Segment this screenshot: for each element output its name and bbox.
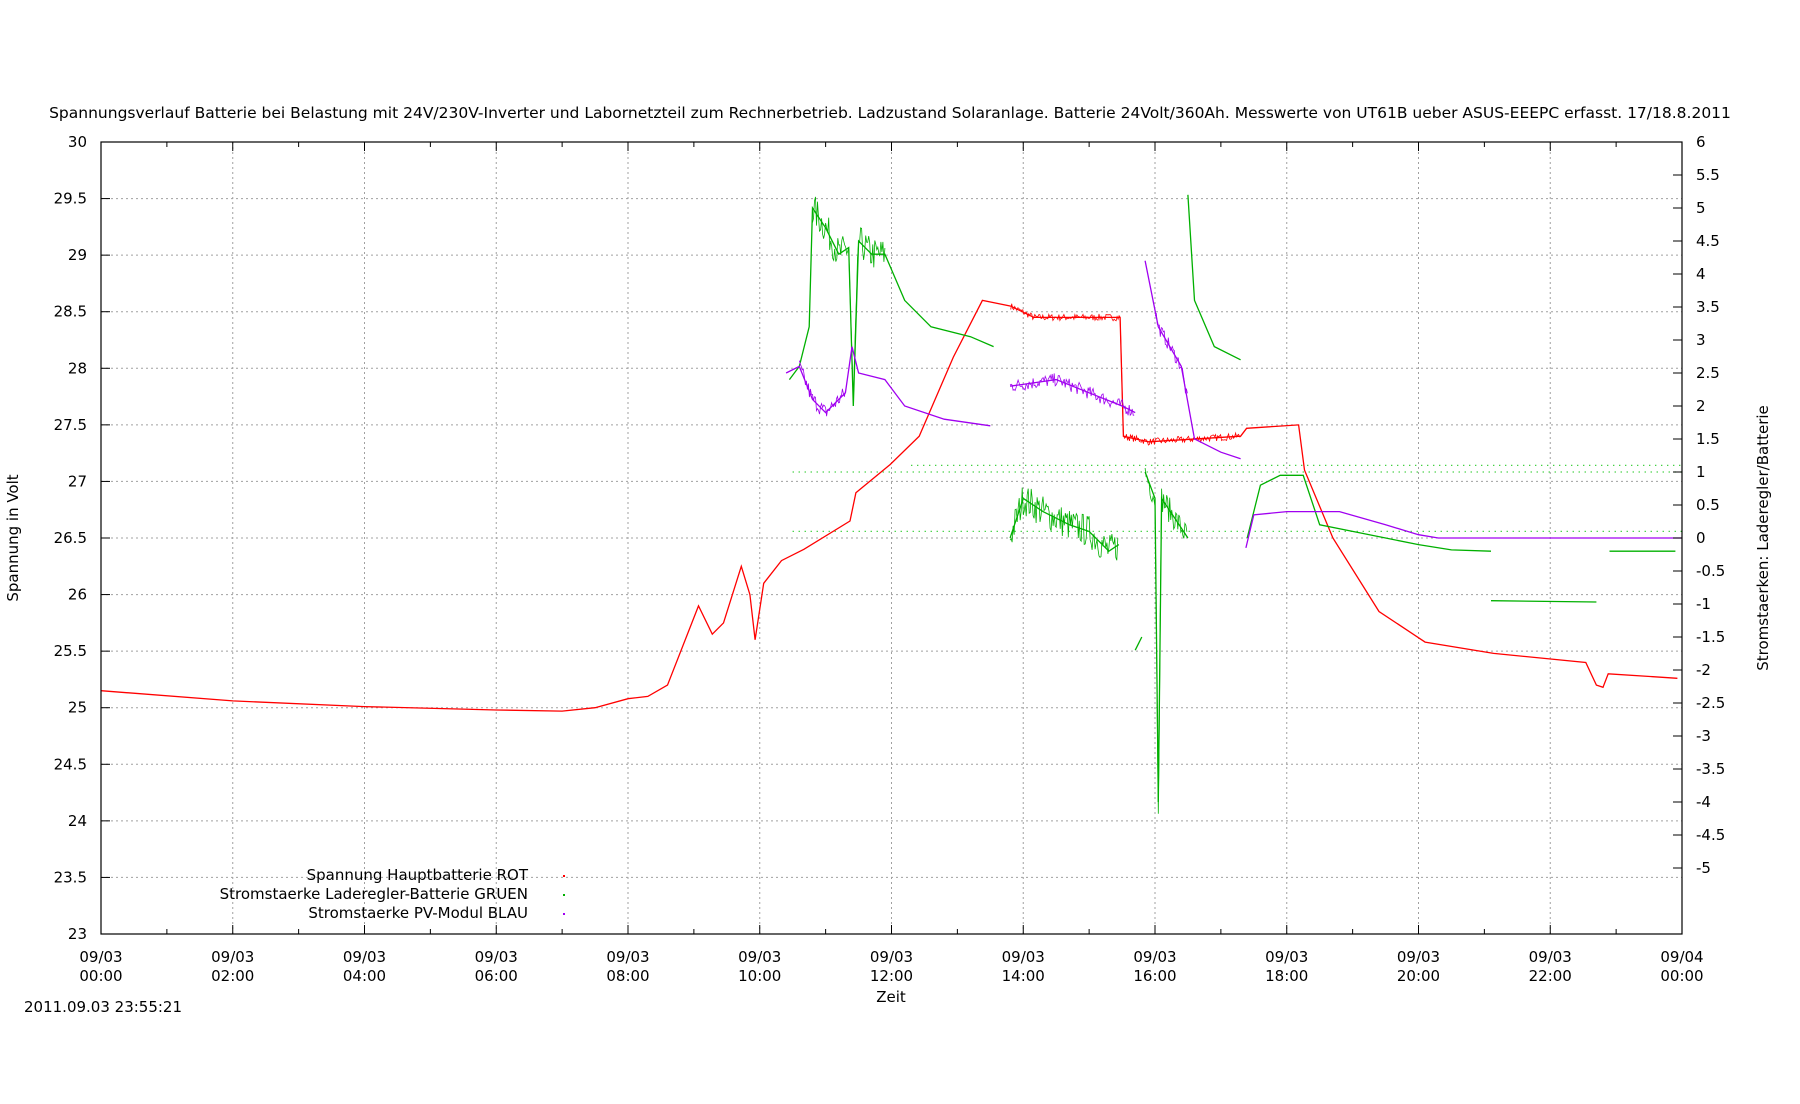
axis-ticks: 2323.52424.52525.52626.52727.52828.52929… xyxy=(54,133,1726,985)
x-axis-label: Zeit xyxy=(876,988,906,1006)
y2-tick-label: 2 xyxy=(1696,397,1706,415)
x-tick-label-date: 09/03 xyxy=(870,948,913,966)
x-tick-label-time: 10:00 xyxy=(738,967,781,985)
legend-marker-controller xyxy=(563,894,565,896)
series-noise-2 xyxy=(1144,468,1188,814)
x-tick-label-date: 09/03 xyxy=(475,948,518,966)
x-tick-label-date: 09/03 xyxy=(1529,948,1572,966)
y-tick-label: 23 xyxy=(68,925,87,943)
y-tick-label: 29 xyxy=(68,246,87,264)
series-noise-2 xyxy=(812,196,886,402)
y-axis-label: Spannung in Volt xyxy=(4,474,22,601)
y-tick-label: 25.5 xyxy=(54,642,87,660)
x-tick-label-time: 00:00 xyxy=(79,967,122,985)
x-tick-label-date: 09/03 xyxy=(1133,948,1176,966)
y-tick-label: 28 xyxy=(68,359,87,377)
legend: Spannung Hauptbatterie ROT Stromstaerke … xyxy=(220,866,565,922)
y-tick-label: 24.5 xyxy=(54,755,87,773)
series-line-3 xyxy=(1245,510,1682,549)
x-tick-label-time: 02:00 xyxy=(211,967,254,985)
y2-tick-label: -4 xyxy=(1696,793,1711,811)
y2-tick-label: 4 xyxy=(1696,265,1706,283)
y2-tick-label: 0.5 xyxy=(1696,496,1720,514)
y2-tick-label: -0.5 xyxy=(1696,562,1725,580)
x-tick-label-date: 09/03 xyxy=(606,948,649,966)
x-tick-label-date: 09/03 xyxy=(1002,948,1045,966)
y-tick-label: 27 xyxy=(68,472,87,490)
legend-label-controller: Stromstaerke Laderegler-Batterie GRUEN xyxy=(220,885,528,903)
timestamp: 2011.09.03 23:55:21 xyxy=(24,998,182,1016)
y2-tick-label: 0 xyxy=(1696,529,1706,547)
y-tick-label: 25 xyxy=(68,699,87,717)
legend-marker-pv xyxy=(563,913,565,915)
y2-tick-label: -1.5 xyxy=(1696,628,1725,646)
y2-tick-label: 3.5 xyxy=(1696,298,1720,316)
x-tick-label-date: 09/03 xyxy=(79,948,122,966)
series-line-2 xyxy=(1134,636,1143,651)
y2-tick-label: -2 xyxy=(1696,661,1711,679)
series-line-1 xyxy=(100,299,1678,712)
x-tick-label-time: 08:00 xyxy=(606,967,649,985)
y-tick-label: 24 xyxy=(68,812,87,830)
series-noise-3 xyxy=(798,360,846,417)
y-tick-label: 29.5 xyxy=(54,190,87,208)
y2-tick-label: -3 xyxy=(1696,727,1711,745)
series-line-3 xyxy=(785,346,991,427)
series-line-2 xyxy=(1187,194,1241,361)
chart-title: Spannungsverlauf Batterie bei Belastung … xyxy=(49,104,1731,122)
x-tick-label-time: 14:00 xyxy=(1002,967,1045,985)
series-line-2 xyxy=(1246,474,1492,552)
x-tick-label-time: 22:00 xyxy=(1529,967,1572,985)
x-tick-label-time: 00:00 xyxy=(1660,967,1703,985)
x-tick-label-time: 04:00 xyxy=(343,967,386,985)
series-noise-1 xyxy=(1010,303,1241,446)
y-tick-label: 26 xyxy=(68,586,87,604)
x-tick-label-date: 09/03 xyxy=(1397,948,1440,966)
x-tick-label-time: 12:00 xyxy=(870,967,913,985)
y2-tick-label: -1 xyxy=(1696,595,1711,613)
series-line-2 xyxy=(1490,600,1597,603)
x-tick-label-date: 09/03 xyxy=(211,948,254,966)
y2-tick-label: -5 xyxy=(1696,859,1711,877)
series-line-2 xyxy=(788,205,994,407)
y-tick-label: 28.5 xyxy=(54,303,87,321)
series-line-3 xyxy=(1010,378,1136,414)
y2-tick-label: -3.5 xyxy=(1696,760,1725,778)
x-tick-label-date: 09/03 xyxy=(738,948,781,966)
y2-tick-label: 4.5 xyxy=(1696,232,1720,250)
y2-tick-label: 1.5 xyxy=(1696,430,1720,448)
series-noise-3 xyxy=(1154,313,1188,394)
y2-tick-label: -4.5 xyxy=(1696,826,1725,844)
y2-axis-label: Stromstaerken: Laderegler/Batterie xyxy=(1754,405,1772,671)
legend-label-voltage: Spannung Hauptbatterie ROT xyxy=(307,866,529,884)
y2-tick-label: 2.5 xyxy=(1696,364,1720,382)
y-tick-label: 27.5 xyxy=(54,416,87,434)
y2-tick-label: 3 xyxy=(1696,331,1706,349)
series-layer xyxy=(100,194,1682,814)
x-tick-label-time: 20:00 xyxy=(1397,967,1440,985)
x-tick-label-date: 09/03 xyxy=(343,948,386,966)
y-tick-label: 30 xyxy=(68,133,87,151)
x-tick-label-date: 09/03 xyxy=(1265,948,1308,966)
x-tick-label-time: 06:00 xyxy=(475,967,518,985)
y2-tick-label: -2.5 xyxy=(1696,694,1725,712)
series-noise-3 xyxy=(1009,373,1135,417)
legend-marker-voltage xyxy=(563,875,565,877)
y-tick-label: 23.5 xyxy=(54,868,87,886)
x-tick-label-time: 18:00 xyxy=(1265,967,1308,985)
x-tick-label-time: 16:00 xyxy=(1133,967,1176,985)
y2-tick-label: 5 xyxy=(1696,199,1706,217)
series-line-3 xyxy=(1144,260,1241,460)
x-tick-label-date: 09/04 xyxy=(1660,948,1703,966)
series-noise-2 xyxy=(1009,487,1119,561)
y-tick-label: 26.5 xyxy=(54,529,87,547)
y2-tick-label: 1 xyxy=(1696,463,1706,481)
series-line-2 xyxy=(1009,497,1120,553)
y2-tick-label: 5.5 xyxy=(1696,166,1720,184)
y2-tick-label: 6 xyxy=(1696,133,1706,151)
legend-label-pv: Stromstaerke PV-Modul BLAU xyxy=(308,904,528,922)
series-line-2 xyxy=(1144,471,1189,803)
grid xyxy=(101,142,1682,934)
